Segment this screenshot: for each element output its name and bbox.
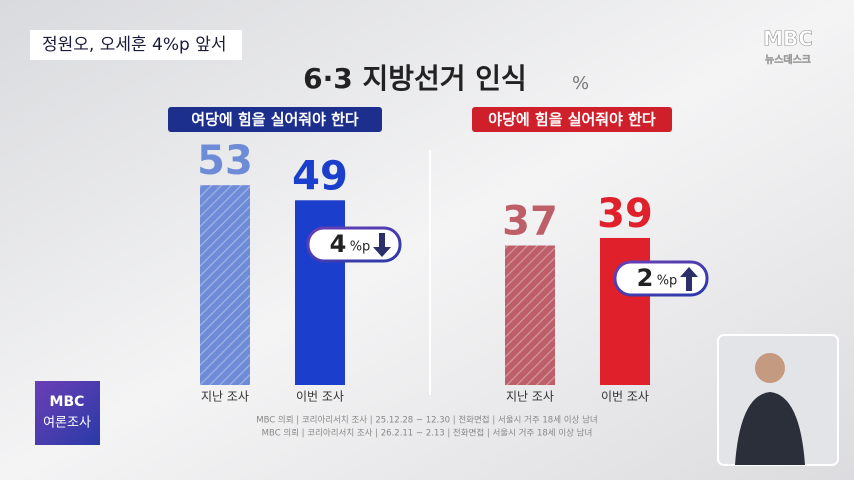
group-label: 여당에 힘을 실어줘야 한다 xyxy=(191,111,359,129)
value-label: 49 xyxy=(292,153,348,199)
person-head xyxy=(755,353,785,383)
bar xyxy=(505,245,555,385)
category-label: 이번 조사 xyxy=(601,390,649,404)
change-unit: %p xyxy=(350,240,371,255)
headline-box xyxy=(30,30,242,60)
group-label-box xyxy=(472,107,672,132)
poll-badge xyxy=(35,381,100,445)
value-label: 39 xyxy=(597,191,653,237)
logo-program: 뉴스데스크 xyxy=(765,53,811,66)
headline: 정원오, 오세훈 4%p 앞서 xyxy=(42,35,227,55)
category-label: 이번 조사 xyxy=(296,390,344,404)
sign-language-inset xyxy=(717,334,839,466)
change-arrow xyxy=(373,233,391,257)
group-label-box xyxy=(168,107,382,132)
value-label: 53 xyxy=(197,138,253,184)
category-label: 지난 조사 xyxy=(506,390,554,404)
change-value: 2 xyxy=(637,264,654,292)
person-body xyxy=(735,392,805,465)
change-arrow xyxy=(680,267,698,291)
bar xyxy=(200,185,250,385)
category-label: 지난 조사 xyxy=(201,390,249,404)
poll-badge-label: 여론조사 xyxy=(43,416,91,431)
change-unit: %p xyxy=(657,274,678,289)
source: MBC 의뢰 | 코리아리서치 조사 | 26.2.11 ~ 2.13 | 전화… xyxy=(262,428,593,439)
logo-brand: MBC xyxy=(763,27,813,51)
change-badge xyxy=(306,226,402,263)
change-value: 4 xyxy=(330,230,347,258)
value-label: 37 xyxy=(502,199,558,245)
bar xyxy=(600,237,650,385)
poll-badge-brand: MBC xyxy=(50,394,85,410)
chart-title: 6·3 지방선거 인식 xyxy=(303,62,527,95)
group-label: 야당에 힘을 실어줘야 한다 xyxy=(488,111,656,129)
change-badge xyxy=(613,260,709,297)
source: MBC 의뢰 | 코리아리서치 조사 | 25.12.28 ~ 12.30 | … xyxy=(256,415,597,426)
unit: % xyxy=(572,73,589,94)
